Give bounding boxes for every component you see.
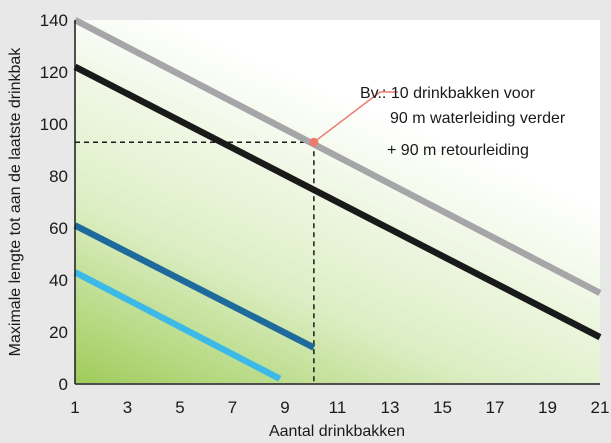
x-tick-label: 9: [280, 398, 289, 417]
annotation-line-3: + 90 m retourleiding: [387, 142, 529, 159]
y-tick-label: 40: [49, 271, 68, 290]
x-tick-label: 7: [228, 398, 237, 417]
y-tick-label: 20: [49, 323, 68, 342]
annotation: Bv.: 10 drinkbakken voor 90 m waterleidin…: [309, 85, 566, 159]
x-axis-label: Aantal drinkbakken: [269, 423, 405, 440]
y-tick-label: 0: [59, 375, 68, 394]
series-line-4: [73, 269, 282, 382]
x-tick-label: 19: [538, 398, 557, 417]
reference-point: [309, 137, 319, 147]
annotation-line-2: 90 m waterleiding verder: [390, 110, 566, 127]
series-line-2: [73, 63, 602, 341]
y-tick-label: 60: [49, 219, 68, 238]
x-tick-label: 13: [381, 398, 400, 417]
y-tick-label: 140: [40, 11, 68, 30]
x-tick-label: 1: [70, 398, 79, 417]
y-tick-label: 80: [49, 167, 68, 186]
series-line-3: [73, 222, 316, 351]
y-tick-label: 120: [40, 63, 68, 82]
y-tick-label: 100: [40, 115, 68, 134]
series-line-1: [73, 17, 602, 296]
x-tick-label: 3: [123, 398, 132, 417]
x-tick-label: 11: [329, 398, 347, 417]
series-group: [73, 17, 602, 382]
x-tick-label: 15: [433, 398, 452, 417]
y-axis-label: Maximale lengte tot aan de laatste drink…: [7, 47, 24, 357]
axes: [74, 20, 600, 385]
x-tick-label: 17: [486, 398, 505, 417]
annotation-line-1: Bv.: 10 drinkbakken voor: [360, 85, 536, 102]
x-tick-label: 5: [175, 398, 184, 417]
x-tick-label: 21: [591, 398, 610, 417]
reference-lines: [75, 141, 315, 384]
annotation-leader: [313, 91, 398, 143]
